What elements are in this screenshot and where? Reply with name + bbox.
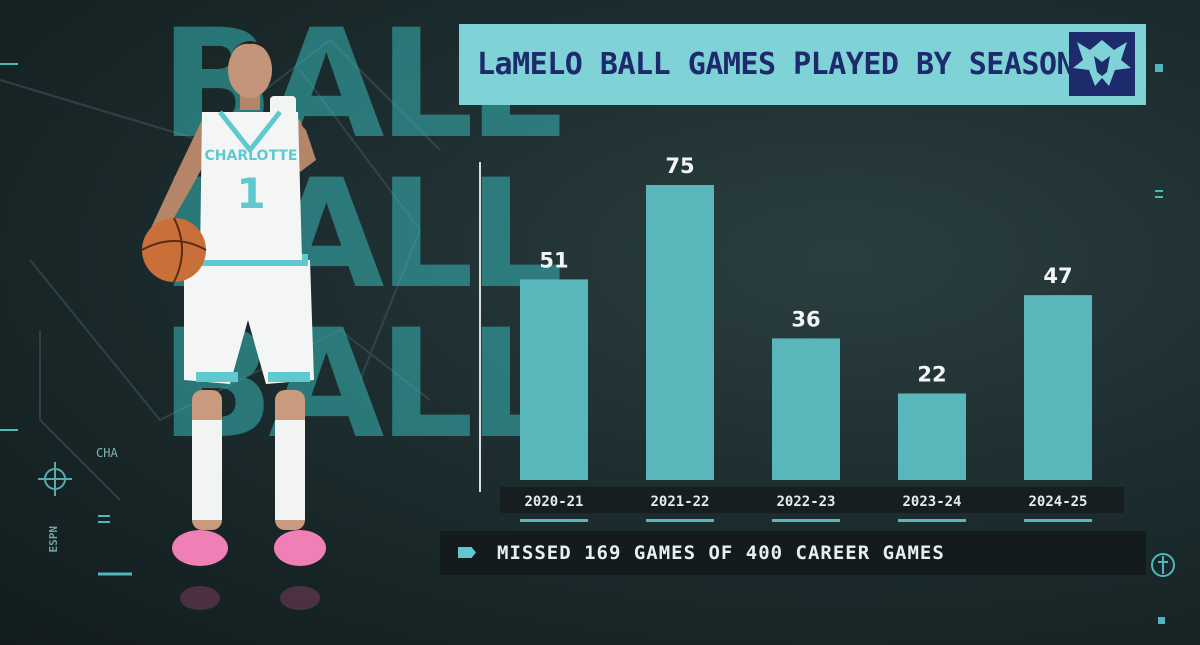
x-tick-label: 2023-24 [902,494,961,510]
x-tick-label: 2022-23 [776,494,835,510]
chart-title-banner: LaMELO BALL GAMES PLAYED BY SEASON [459,24,1146,105]
jersey-number: 1 [236,169,265,218]
team-code: CHA [96,446,118,460]
x-tick-label: 2020-21 [524,494,583,510]
bar-2024-25 [1024,295,1092,480]
player-photo: CHARLOTTE 1 [141,41,326,610]
jersey-team: CHARLOTTE [205,148,298,164]
network-logo: ESPN [47,526,60,553]
crosshair-icon [38,462,72,496]
x-tick-label: 2021-22 [650,494,709,510]
emblem-icon [1151,553,1175,577]
data-label: 22 [917,362,946,386]
bar-2020-21 [520,279,588,480]
tick-underline [520,519,588,522]
footer-note: MISSED 169 GAMES OF 400 CAREER GAMES [497,542,945,564]
footer-note-banner: MISSED 169 GAMES OF 400 CAREER GAMES [440,531,1146,575]
x-tick-label: 2024-25 [1028,494,1087,510]
bar-chart: 51 2020-21 75 2021-22 36 2022-23 22 2023-24 47 20… [479,154,1124,522]
tick-underline [646,519,714,522]
chart-title: LaMELO BALL GAMES PLAYED BY SEASON [477,47,1075,82]
hornets-logo [1069,32,1135,96]
data-label: 47 [1043,264,1072,288]
bar-2023-24 [898,393,966,480]
tick-underline [772,519,840,522]
data-label: 75 [665,154,694,178]
data-label: 36 [791,307,820,331]
x-axis-strip [500,487,1124,513]
tick-underline [898,519,966,522]
data-label: 51 [539,248,568,272]
bar-2021-22 [646,185,714,480]
arrow-tag-icon [458,547,476,558]
tick-underline [1024,519,1092,522]
bar-2022-23 [772,338,840,480]
